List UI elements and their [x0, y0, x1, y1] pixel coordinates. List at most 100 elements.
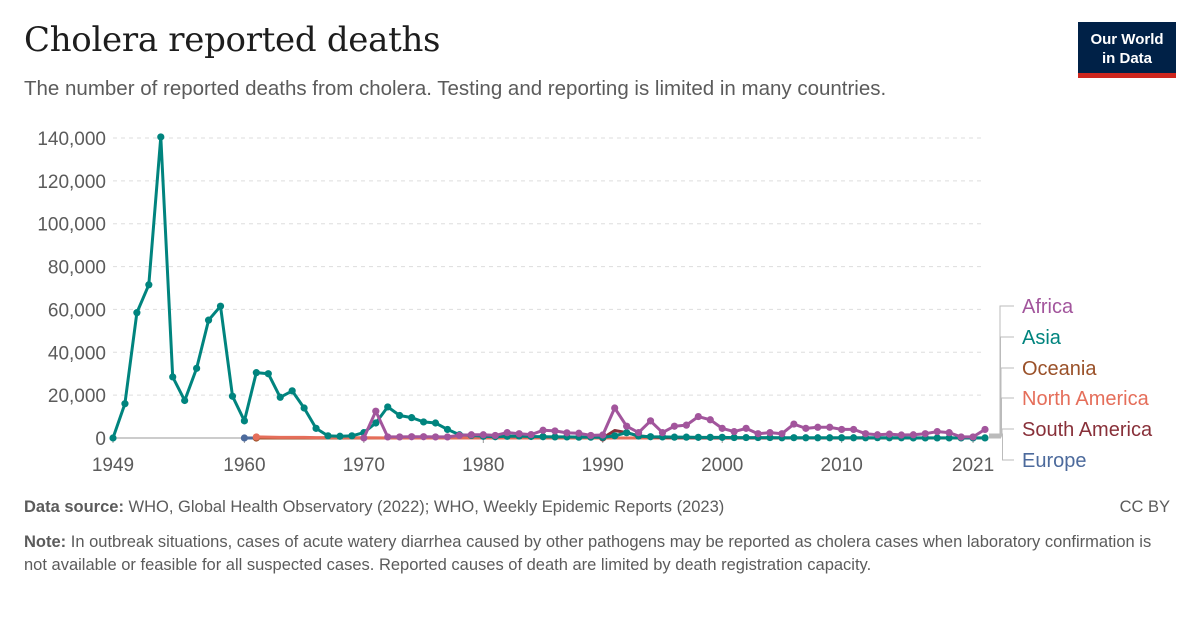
data-point[interactable] [479, 431, 487, 439]
data-point[interactable] [539, 433, 547, 441]
data-point[interactable] [467, 431, 475, 439]
data-point[interactable] [121, 400, 129, 408]
data-point[interactable] [109, 434, 117, 442]
data-point[interactable] [766, 433, 774, 442]
data-point[interactable] [634, 429, 643, 437]
data-point[interactable] [443, 433, 452, 441]
data-point[interactable] [300, 404, 308, 412]
data-point[interactable] [682, 433, 690, 441]
data-point[interactable] [133, 309, 141, 317]
data-point[interactable] [897, 431, 905, 439]
legend-label-africa[interactable]: Africa [1022, 296, 1074, 318]
data-point[interactable] [408, 433, 416, 441]
data-point[interactable] [276, 393, 284, 401]
series-africa[interactable] [360, 404, 989, 442]
legend-label-europe[interactable]: Europe [1022, 450, 1087, 472]
data-point[interactable] [861, 430, 870, 438]
data-point[interactable] [181, 396, 189, 405]
data-point[interactable] [814, 434, 822, 442]
data-point[interactable] [742, 433, 750, 442]
data-point[interactable] [790, 434, 798, 442]
data-point[interactable] [826, 423, 834, 431]
data-point[interactable] [933, 427, 941, 436]
data-point[interactable] [491, 431, 499, 440]
data-point[interactable] [706, 416, 714, 424]
data-point[interactable] [228, 392, 237, 400]
data-point[interactable] [431, 419, 440, 427]
data-point[interactable] [623, 422, 631, 430]
legend-label-north-america[interactable]: North America [1022, 388, 1150, 410]
data-point[interactable] [312, 424, 320, 432]
data-point[interactable] [264, 370, 272, 378]
data-point[interactable] [646, 433, 655, 441]
data-point[interactable] [981, 425, 989, 434]
data-point[interactable] [372, 419, 380, 427]
data-point[interactable] [706, 433, 714, 441]
data-point[interactable] [145, 281, 153, 289]
data-point[interactable] [658, 429, 667, 437]
data-point[interactable] [599, 431, 607, 439]
data-point[interactable] [348, 432, 356, 440]
data-point[interactable] [921, 430, 929, 438]
data-point[interactable] [969, 433, 977, 441]
data-point[interactable] [372, 407, 380, 415]
data-point[interactable] [587, 431, 595, 440]
data-point[interactable] [611, 404, 619, 412]
data-point[interactable] [396, 411, 404, 420]
data-point[interactable] [933, 434, 941, 442]
data-point[interactable] [838, 425, 846, 434]
data-point[interactable] [909, 431, 917, 439]
data-point[interactable] [240, 417, 248, 425]
data-point[interactable] [204, 316, 213, 324]
data-point[interactable] [527, 430, 535, 439]
data-point[interactable] [216, 302, 225, 310]
data-point[interactable] [551, 427, 559, 435]
data-point[interactable] [539, 426, 547, 434]
data-point[interactable] [694, 412, 702, 421]
data-point[interactable] [431, 433, 440, 441]
data-point[interactable] [503, 429, 511, 437]
legend-label-asia[interactable]: Asia [1022, 327, 1062, 349]
data-point[interactable] [718, 433, 726, 441]
data-point[interactable] [814, 423, 822, 431]
data-point[interactable] [742, 424, 750, 432]
data-point[interactable] [419, 418, 428, 426]
data-point[interactable] [563, 429, 571, 437]
source-text[interactable]: WHO, Global Health Observatory (2022); W… [128, 498, 725, 516]
data-point[interactable] [575, 429, 583, 437]
data-point[interactable] [885, 430, 894, 438]
data-point[interactable] [981, 434, 989, 442]
data-point[interactable] [802, 424, 810, 432]
data-point[interactable] [957, 433, 965, 441]
data-point[interactable] [240, 434, 248, 442]
data-point[interactable] [730, 433, 738, 442]
data-point[interactable] [169, 373, 177, 381]
data-point[interactable] [443, 425, 452, 434]
owid-logo[interactable]: Our World in Data [1078, 22, 1176, 78]
data-point[interactable] [551, 433, 559, 441]
data-point[interactable] [396, 433, 404, 441]
data-point[interactable] [670, 422, 679, 430]
data-point[interactable] [288, 387, 296, 395]
data-point[interactable] [384, 433, 392, 441]
data-point[interactable] [324, 432, 332, 440]
data-point[interactable] [455, 431, 464, 440]
data-point[interactable] [682, 421, 690, 429]
data-point[interactable] [945, 429, 953, 437]
data-point[interactable] [730, 427, 738, 436]
data-point[interactable] [694, 433, 702, 441]
data-point[interactable] [419, 433, 428, 441]
data-point[interactable] [623, 429, 631, 437]
data-point[interactable] [611, 432, 619, 440]
data-point[interactable] [252, 433, 260, 441]
data-point[interactable] [945, 434, 953, 442]
data-point[interactable] [252, 369, 260, 377]
data-point[interactable] [754, 430, 762, 438]
data-point[interactable] [838, 434, 846, 442]
license[interactable]: CC BY [1119, 498, 1170, 516]
data-point[interactable] [515, 430, 523, 438]
data-point[interactable] [802, 434, 810, 442]
data-point[interactable] [873, 431, 882, 439]
data-point[interactable] [850, 434, 858, 442]
data-point[interactable] [157, 133, 165, 141]
